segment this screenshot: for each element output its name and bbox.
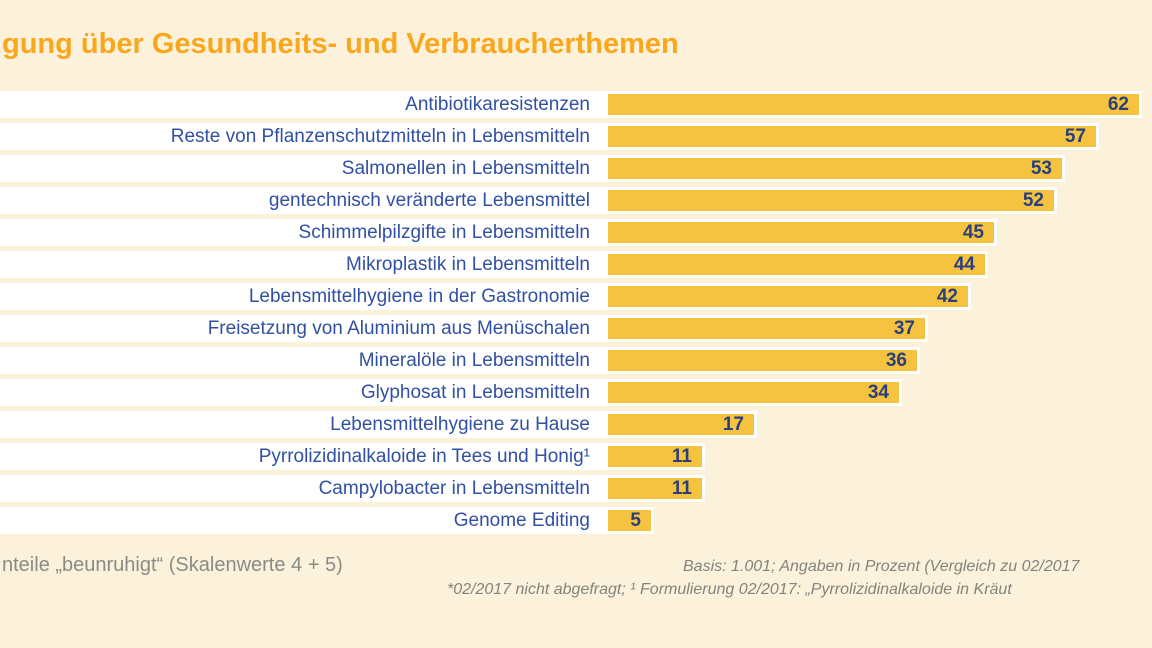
bar: 11 bbox=[608, 478, 702, 499]
chart-row: Campylobacter in Lebensmitteln 11 bbox=[0, 475, 705, 502]
category-label: Mikroplastik in Lebensmitteln bbox=[346, 254, 590, 275]
chart-row: Freisetzung von Aluminium aus Menüschale… bbox=[0, 315, 928, 342]
value-label: 11 bbox=[671, 446, 692, 467]
value-label: 36 bbox=[885, 350, 907, 371]
bar: 11 bbox=[608, 446, 702, 467]
category-label: Mineralöle in Lebensmitteln bbox=[358, 350, 590, 371]
bar: 5 bbox=[608, 510, 651, 531]
category-label: Genome Editing bbox=[453, 510, 590, 531]
chart-row: Schimmelpilzgifte in Lebensmitteln 45 bbox=[0, 219, 997, 246]
bar: 36 bbox=[608, 350, 917, 371]
chart-row: Antibiotikaresistenzen 62 bbox=[0, 91, 1142, 118]
value-label: 34 bbox=[867, 382, 889, 403]
value-label: 57 bbox=[1064, 126, 1086, 147]
chart-row: Mineralöle in Lebensmitteln 36 bbox=[0, 347, 920, 374]
category-label: Freisetzung von Aluminium aus Menüschale… bbox=[207, 318, 590, 339]
category-label: gentechnisch veränderte Lebensmittel bbox=[268, 190, 590, 211]
bar: 44 bbox=[608, 254, 985, 275]
category-label: Salmonellen in Lebensmitteln bbox=[341, 158, 590, 179]
chart-row: Mikroplastik in Lebensmitteln 44 bbox=[0, 251, 988, 278]
category-label: Antibiotikaresistenzen bbox=[405, 94, 590, 115]
value-label: 11 bbox=[671, 478, 692, 499]
value-label: 42 bbox=[936, 286, 958, 307]
footnote: *02/2017 nicht abgefragt; ¹ Formulierung… bbox=[447, 581, 1012, 598]
page-title: gung über Gesundheits- und Verbraucherth… bbox=[2, 28, 679, 60]
chart-row: Salmonellen in Lebensmitteln 53 bbox=[0, 155, 1065, 182]
value-label: 5 bbox=[630, 510, 641, 531]
value-label: 17 bbox=[722, 414, 744, 435]
bar: 34 bbox=[608, 382, 899, 403]
value-label: 53 bbox=[1030, 158, 1052, 179]
chart-row: Pyrrolizidinalkaloide in Tees und Honig¹… bbox=[0, 443, 705, 470]
category-label: Lebensmittelhygiene zu Hause bbox=[330, 414, 590, 435]
category-label: Pyrrolizidinalkaloide in Tees und Honig¹ bbox=[258, 446, 590, 467]
value-label: 62 bbox=[1107, 94, 1129, 115]
bar: 42 bbox=[608, 286, 968, 307]
chart-row: Glyphosat in Lebensmitteln 34 bbox=[0, 379, 902, 406]
bar: 52 bbox=[608, 190, 1054, 211]
category-label: Lebensmittelhygiene in der Gastronomie bbox=[248, 286, 590, 307]
bar: 53 bbox=[608, 158, 1062, 179]
scale-note: nteile „beunruhigt“ (Skalenwerte 4 + 5) bbox=[2, 554, 343, 576]
chart-row: Lebensmittelhygiene zu Hause 17 bbox=[0, 411, 757, 438]
chart-row: Genome Editing 5 bbox=[0, 507, 654, 534]
chart-row: Reste von Pflanzenschutzmitteln in Leben… bbox=[0, 123, 1099, 150]
basis-note: Basis: 1.001; Angaben in Prozent (Vergle… bbox=[683, 558, 1080, 575]
bar: 62 bbox=[608, 94, 1139, 115]
chart-row: gentechnisch veränderte Lebensmittel 52 bbox=[0, 187, 1057, 214]
value-label: 37 bbox=[893, 318, 915, 339]
value-label: 45 bbox=[962, 222, 984, 243]
bar: 17 bbox=[608, 414, 754, 435]
value-label: 44 bbox=[953, 254, 975, 275]
bar: 57 bbox=[608, 126, 1096, 147]
chart-row: Lebensmittelhygiene in der Gastronomie 42 bbox=[0, 283, 971, 310]
category-label: Campylobacter in Lebensmitteln bbox=[318, 478, 590, 499]
category-label: Schimmelpilzgifte in Lebensmitteln bbox=[298, 222, 590, 243]
category-label: Reste von Pflanzenschutzmitteln in Leben… bbox=[170, 126, 590, 147]
bar: 37 bbox=[608, 318, 925, 339]
category-label: Glyphosat in Lebensmitteln bbox=[360, 382, 590, 403]
bar: 45 bbox=[608, 222, 994, 243]
value-label: 52 bbox=[1022, 190, 1044, 211]
